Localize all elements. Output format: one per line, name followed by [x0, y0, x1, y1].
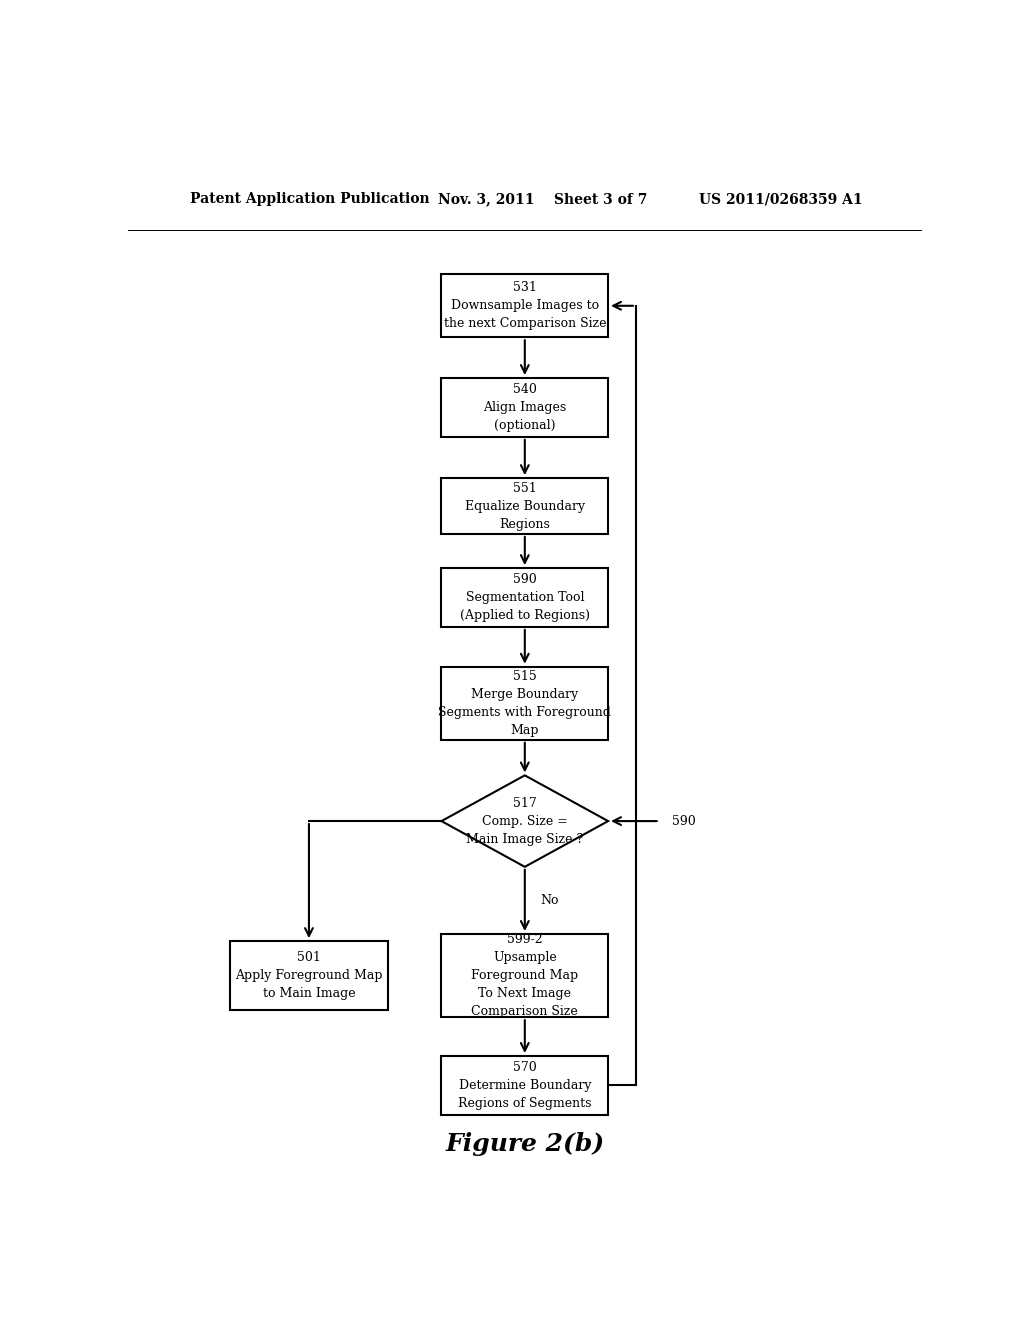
- Text: Figure 2(b): Figure 2(b): [445, 1133, 604, 1156]
- FancyBboxPatch shape: [441, 667, 608, 739]
- Text: 599-2
Upsample
Foreground Map
To Next Image
Comparison Size: 599-2 Upsample Foreground Map To Next Im…: [471, 933, 579, 1018]
- FancyBboxPatch shape: [441, 935, 608, 1018]
- FancyBboxPatch shape: [229, 941, 388, 1010]
- Text: 540
Align Images
(optional): 540 Align Images (optional): [483, 383, 566, 432]
- FancyBboxPatch shape: [441, 478, 608, 535]
- Text: 590: 590: [672, 814, 695, 828]
- FancyBboxPatch shape: [441, 275, 608, 338]
- Text: US 2011/0268359 A1: US 2011/0268359 A1: [699, 191, 863, 206]
- FancyBboxPatch shape: [441, 378, 608, 437]
- Text: Patent Application Publication: Patent Application Publication: [189, 191, 429, 206]
- Polygon shape: [441, 775, 608, 867]
- Text: No: No: [541, 894, 559, 907]
- Text: 551
Equalize Boundary
Regions: 551 Equalize Boundary Regions: [465, 482, 585, 531]
- Text: Nov. 3, 2011    Sheet 3 of 7: Nov. 3, 2011 Sheet 3 of 7: [437, 191, 647, 206]
- Text: 570
Determine Boundary
Regions of Segments: 570 Determine Boundary Regions of Segmen…: [458, 1061, 592, 1110]
- FancyBboxPatch shape: [441, 1056, 608, 1115]
- Text: 531
Downsample Images to
the next Comparison Size: 531 Downsample Images to the next Compar…: [443, 281, 606, 330]
- Text: 590
Segmentation Tool
(Applied to Regions): 590 Segmentation Tool (Applied to Region…: [460, 573, 590, 622]
- FancyBboxPatch shape: [441, 568, 608, 627]
- Text: 517
Comp. Size =
Main Image Size ?: 517 Comp. Size = Main Image Size ?: [466, 796, 584, 846]
- Text: 515
Merge Boundary
Segments with Foreground
Map: 515 Merge Boundary Segments with Foregro…: [438, 669, 611, 737]
- Text: 501
Apply Foreground Map
to Main Image: 501 Apply Foreground Map to Main Image: [236, 952, 383, 1001]
